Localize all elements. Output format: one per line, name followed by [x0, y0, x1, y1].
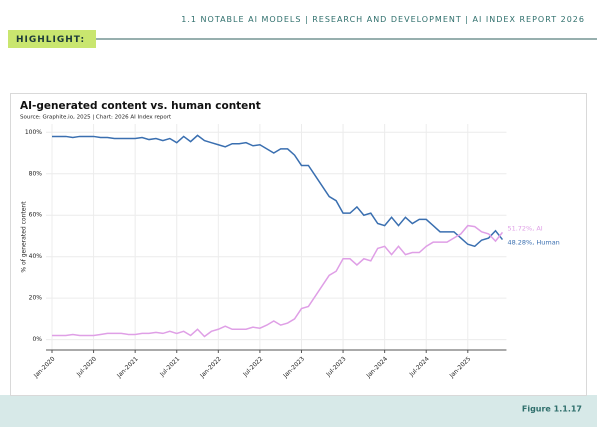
- chart-card: [10, 93, 587, 396]
- separator: |: [301, 15, 312, 24]
- y-tick-label: 40%: [29, 253, 43, 260]
- end-label: 48.28%, Human: [507, 239, 559, 247]
- series-line: [52, 134, 504, 248]
- footer-band: [0, 395, 597, 427]
- chart-subtitle: Source: Graphite.io, 2025 | Chart: 2026 …: [20, 115, 172, 121]
- series-line: [52, 224, 504, 338]
- end-label: 51.72%, AI: [507, 224, 542, 232]
- figure-label: Figure 1.1.17: [522, 405, 582, 414]
- chart-title: AI-generated content vs. human content: [20, 100, 261, 112]
- y-tick-label: 20%: [29, 295, 43, 302]
- y-tick-label: 100%: [25, 129, 42, 136]
- highlight-label: HIGHLIGHT:: [16, 35, 85, 45]
- highlight-badge: [8, 30, 96, 48]
- header-item: RESEARCH AND DEVELOPMENT: [312, 15, 462, 24]
- y-tick-label: 80%: [29, 170, 43, 177]
- y-axis-label: % of generated content: [21, 201, 28, 273]
- y-tick-label: 0%: [32, 336, 42, 343]
- header-item: 1.1 NOTABLE AI MODELS: [181, 15, 301, 24]
- separator: |: [462, 15, 473, 24]
- y-tick-label: 60%: [29, 212, 43, 219]
- section-header: 1.1 NOTABLE AI MODELS | RESEARCH AND DEV…: [181, 15, 585, 24]
- header-item: AI INDEX REPORT 2026: [473, 15, 585, 24]
